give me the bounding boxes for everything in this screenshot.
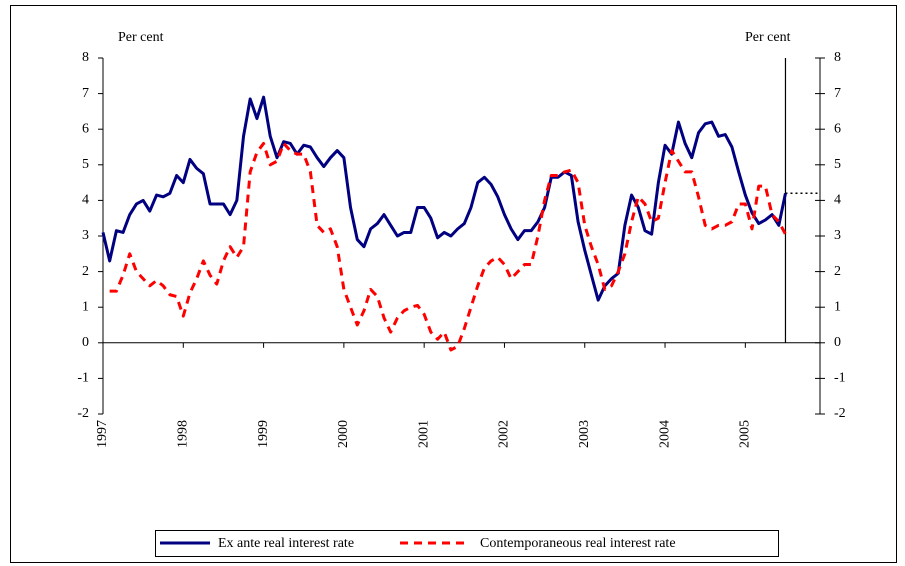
y-tick-label: 3	[82, 228, 89, 243]
legend-label: Ex ante real interest rate	[218, 536, 354, 551]
y-tick-label: 4	[82, 193, 89, 208]
x-tick-label: 2002	[497, 420, 512, 448]
x-tick-label: 1999	[256, 420, 271, 448]
y-axis-label: Per cent	[118, 30, 164, 45]
y2-tick-label: 8	[834, 50, 841, 65]
y2-tick-label: 2	[834, 264, 841, 279]
y-tick-label: -1	[77, 371, 89, 386]
y-tick-label: 2	[82, 264, 89, 279]
series-line	[109, 141, 787, 352]
x-tick-label: 2004	[657, 420, 672, 448]
y2-tick-label: -1	[834, 371, 846, 386]
y-tick-label: 8	[82, 50, 89, 65]
x-tick-label: 1997	[95, 420, 110, 448]
y2-tick-label: 1	[834, 299, 841, 314]
y-tick-label: 5	[82, 157, 89, 172]
y2-tick-label: 4	[834, 193, 841, 208]
series-line	[101, 95, 787, 302]
x-tick-label: 2003	[577, 420, 592, 448]
y2-axis-label: Per cent	[745, 30, 791, 45]
x-tick-label: 2000	[336, 420, 351, 448]
legend-label: Contemporaneous real interest rate	[480, 536, 676, 551]
y2-tick-label: 5	[834, 157, 841, 172]
y2-tick-label: 3	[834, 228, 841, 243]
y-tick-label: 1	[82, 299, 89, 314]
x-tick-label: 2001	[416, 420, 431, 448]
chart-border	[10, 5, 897, 563]
legend-box	[155, 530, 779, 557]
x-tick-label: 1998	[176, 420, 191, 448]
y2-tick-label: 0	[834, 335, 841, 350]
y2-tick-label: 6	[834, 121, 841, 136]
y-tick-label: 6	[82, 121, 89, 136]
y-tick-label: -2	[77, 406, 89, 421]
y-tick-label: 7	[82, 86, 89, 101]
y-tick-label: 0	[82, 335, 89, 350]
x-tick-label: 2005	[738, 420, 753, 448]
y2-tick-label: 7	[834, 86, 841, 101]
y2-tick-label: -2	[834, 406, 846, 421]
